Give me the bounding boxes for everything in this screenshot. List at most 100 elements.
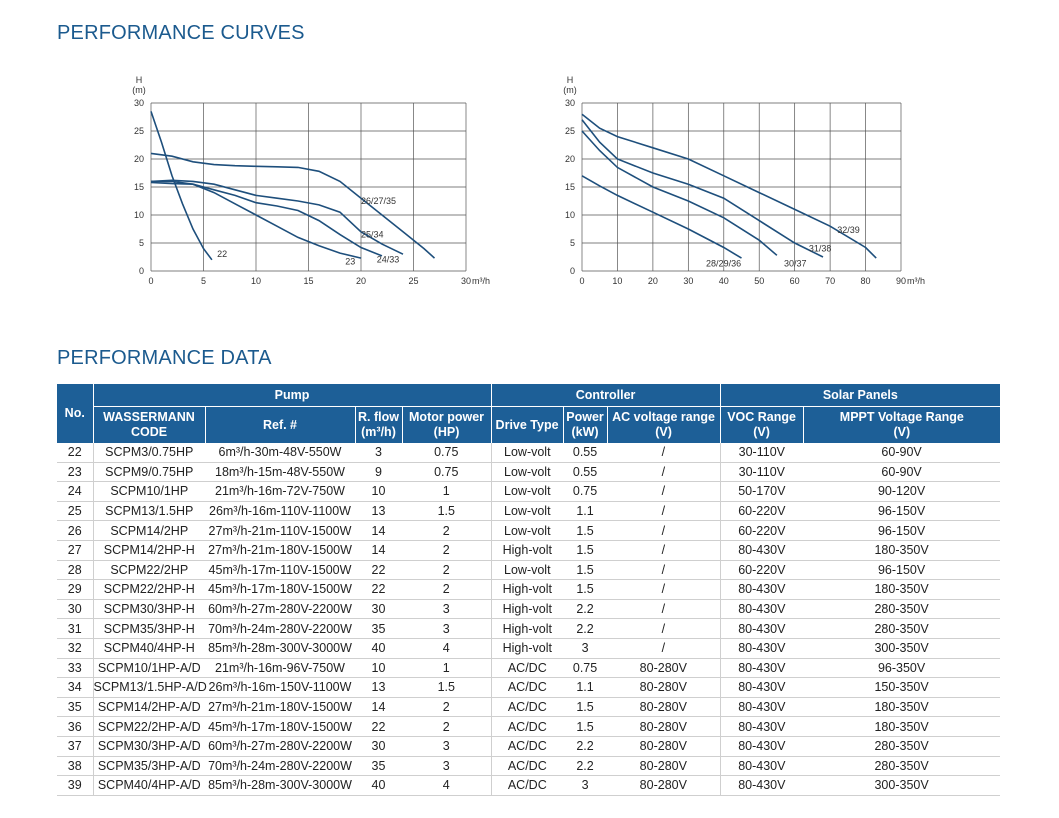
col-mppt-range: MPPT Voltage Range (V) xyxy=(802,406,1001,443)
cell-drive: AC/DC xyxy=(491,658,564,679)
cell-code: SCPM3/0.75HP xyxy=(93,443,205,463)
cell-ref: 85m³/h-28m-300V-3000W xyxy=(205,638,355,659)
y-tick-label: 15 xyxy=(565,182,575,192)
cell-flow: 14 xyxy=(355,540,402,561)
cell-mppt: 280-350V xyxy=(803,599,1001,620)
cell-voc: 80-430V xyxy=(720,697,804,718)
cell-no: 39 xyxy=(57,775,94,796)
cell-code: SCPM10/1HP-A/D xyxy=(93,658,205,679)
curve-24-33 xyxy=(150,181,383,257)
x-tick-label: 30 xyxy=(461,276,471,286)
cell-flow: 35 xyxy=(355,618,402,639)
col-motor-power-label: Motor power xyxy=(409,410,485,424)
y-axis-unit: (m) xyxy=(563,85,577,95)
cell-code: SCPM35/3HP-A/D xyxy=(93,756,205,777)
cell-motor: 4 xyxy=(402,638,492,659)
cell-voc: 80-430V xyxy=(720,599,804,620)
cell-power: 2.2 xyxy=(563,736,608,757)
cell-mppt: 96-350V xyxy=(803,658,1001,679)
cell-ref: 18m³/h-15m-48V-550W xyxy=(205,462,355,483)
cell-power: 0.55 xyxy=(563,462,608,483)
cell-ref: 21m³/h-16m-96V-750W xyxy=(205,658,355,679)
col-drive-type: Drive Type xyxy=(490,406,564,443)
cell-flow: 14 xyxy=(355,520,402,541)
cell-ref: 60m³/h-27m-280V-2200W xyxy=(205,736,355,757)
cell-ac: / xyxy=(607,638,721,659)
cell-ref: 45m³/h-17m-180V-1500W xyxy=(205,716,355,737)
x-tick-label: 90 xyxy=(896,276,906,286)
cell-flow: 10 xyxy=(355,481,402,502)
cell-motor: 2 xyxy=(402,520,492,541)
col-voc-range-label: VOC Range xyxy=(727,410,796,424)
col-voc-range: VOC Range (V) xyxy=(719,406,804,443)
cell-flow: 13 xyxy=(355,501,402,522)
x-axis-label: m³/h xyxy=(907,276,925,286)
cell-drive: Low-volt xyxy=(491,443,564,463)
cell-motor: 2 xyxy=(402,716,492,737)
group-solar-panels: Solar Panels xyxy=(719,384,1001,407)
cell-motor: 2 xyxy=(402,697,492,718)
cell-power: 1.5 xyxy=(563,579,608,600)
cell-no: 38 xyxy=(57,756,94,777)
cell-motor: 3 xyxy=(402,736,492,757)
cell-voc: 80-430V xyxy=(720,618,804,639)
y-axis-label: H xyxy=(136,75,143,85)
cell-drive: High-volt xyxy=(491,579,564,600)
y-tick-label: 25 xyxy=(134,126,144,136)
table-row: 38 SCPM35/3HP-A/D 70m³/h-24m-280V-2200W 35 3… xyxy=(57,756,1001,777)
cell-mppt: 300-350V xyxy=(803,638,1001,659)
cell-voc: 60-220V xyxy=(720,520,804,541)
cell-no: 23 xyxy=(57,462,94,483)
cell-drive: Low-volt xyxy=(491,462,564,483)
cell-ac: 80-280V xyxy=(607,658,721,679)
cell-ac: / xyxy=(607,520,721,541)
curve-28-29-36 xyxy=(581,175,742,259)
cell-voc: 80-430V xyxy=(720,638,804,659)
cell-flow: 22 xyxy=(355,716,402,737)
group-pump: Pump xyxy=(92,384,492,407)
curve-30-37 xyxy=(581,130,778,256)
cell-no: 33 xyxy=(57,658,94,679)
cell-code: SCPM13/1.5HP xyxy=(93,501,205,522)
cell-no: 32 xyxy=(57,638,94,659)
cell-voc: 80-430V xyxy=(720,658,804,679)
cell-code: SCPM40/4HP-H xyxy=(93,638,205,659)
cell-drive: Low-volt xyxy=(491,501,564,522)
y-axis-unit: (m) xyxy=(132,85,146,95)
cell-mppt: 300-350V xyxy=(803,775,1001,796)
cell-voc: 60-220V xyxy=(720,501,804,522)
table-row: 29 SCPM22/2HP-H 45m³/h-17m-180V-1500W 22 2 Hi… xyxy=(57,579,1001,600)
cell-ac: / xyxy=(607,618,721,639)
cell-power: 1.1 xyxy=(563,501,608,522)
x-tick-label: 10 xyxy=(251,276,261,286)
cell-mppt: 96-150V xyxy=(803,560,1001,581)
y-tick-label: 10 xyxy=(565,210,575,220)
cell-power: 1.1 xyxy=(563,677,608,698)
cell-mppt: 60-90V xyxy=(803,443,1001,463)
table-row: 30 SCPM30/3HP-H 60m³/h-27m-280V-2200W 30 3 Hi… xyxy=(57,599,1001,620)
cell-motor: 2 xyxy=(402,579,492,600)
cell-drive: High-volt xyxy=(491,540,564,561)
cell-power: 1.5 xyxy=(563,560,608,581)
y-tick-label: 20 xyxy=(565,154,575,164)
cell-ref: 60m³/h-27m-280V-2200W xyxy=(205,599,355,620)
cell-voc: 30-110V xyxy=(720,462,804,483)
cell-drive: High-volt xyxy=(491,618,564,639)
cell-no: 29 xyxy=(57,579,94,600)
cell-no: 25 xyxy=(57,501,94,522)
x-tick-label: 15 xyxy=(303,276,313,286)
cell-flow: 30 xyxy=(355,736,402,757)
y-tick-label: 5 xyxy=(570,238,575,248)
x-tick-label: 50 xyxy=(754,276,764,286)
cell-motor: 1.5 xyxy=(402,501,492,522)
y-tick-label: 10 xyxy=(134,210,144,220)
curve-26-27-35 xyxy=(150,152,436,259)
cell-ref: 70m³/h-24m-280V-2200W xyxy=(205,756,355,777)
col-voc-range-unit: (V) xyxy=(753,425,770,439)
cell-drive: High-volt xyxy=(491,638,564,659)
cell-mppt: 96-150V xyxy=(803,520,1001,541)
cell-code: SCPM40/4HP-A/D xyxy=(93,775,205,796)
y-tick-label: 25 xyxy=(565,126,575,136)
cell-flow: 14 xyxy=(355,697,402,718)
cell-no: 35 xyxy=(57,697,94,718)
